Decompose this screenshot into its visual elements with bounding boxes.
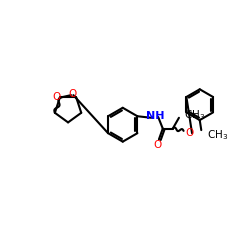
Text: CH$_3$: CH$_3$ [207, 128, 228, 142]
Text: O: O [53, 92, 61, 102]
Text: NH: NH [146, 111, 164, 121]
Text: O: O [68, 89, 77, 99]
Text: O: O [153, 140, 162, 150]
Text: O: O [186, 128, 194, 138]
Text: CH$_3$: CH$_3$ [184, 108, 206, 122]
